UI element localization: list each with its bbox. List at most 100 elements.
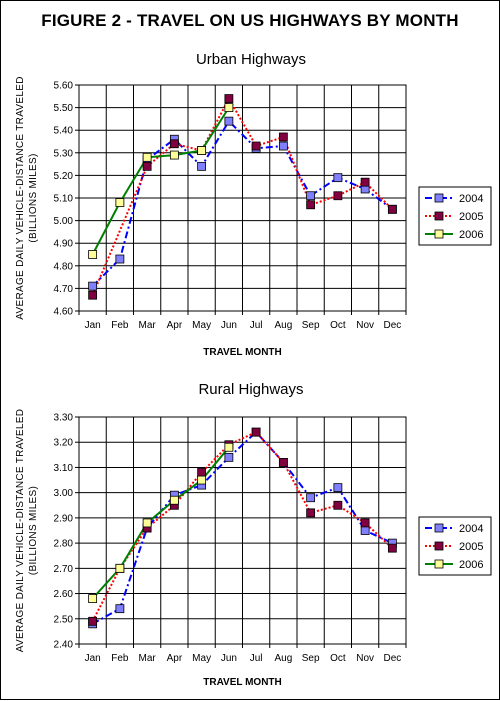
chart-title: Urban Highways (196, 51, 306, 68)
x-axis-label: TRAVEL MONTH (203, 677, 282, 688)
data-point-2005 (278, 132, 288, 142)
legend-label: 2006 (459, 229, 483, 241)
data-point-2005 (278, 457, 288, 467)
legend-marker-2006 (434, 559, 444, 569)
data-point-2005 (169, 139, 179, 149)
data-point-2005 (88, 290, 98, 300)
data-point-2004 (88, 281, 98, 291)
x-tick-label: Aug (274, 653, 292, 664)
x-tick-label: Apr (167, 653, 183, 664)
y-tick-label: 5.50 (54, 103, 74, 114)
data-point-2006 (169, 495, 179, 505)
y-tick-label: 5.10 (54, 194, 74, 205)
data-point-2006 (88, 594, 98, 603)
series-line-2004 (92, 430, 393, 625)
data-point-2004 (306, 191, 316, 201)
y-axis-label: AVERAGE DAILY VEHICLE-DISTANCE TRAVELED (15, 76, 26, 319)
chart-title: Rural Highways (198, 381, 303, 398)
y-tick-label: 5.60 (54, 81, 74, 92)
y-axis-label-units: (BILLIONS MILES) (28, 486, 39, 575)
y-tick-label: 2.80 (54, 539, 74, 550)
x-tick-label: Mar (139, 320, 157, 331)
x-tick-label: May (192, 653, 211, 664)
data-point-2006 (115, 563, 125, 573)
y-axis-label-units: (BILLIONS MILES) (28, 153, 39, 242)
x-tick-label: Sep (302, 320, 320, 331)
y-tick-label: 3.10 (54, 463, 74, 474)
x-tick-label: Jul (250, 653, 263, 664)
legend-marker-2005 (434, 211, 444, 221)
x-tick-label: Apr (167, 320, 183, 331)
y-tick-label: 5.30 (54, 148, 74, 159)
x-tick-label: Feb (111, 653, 129, 664)
y-tick-label: 4.80 (54, 261, 74, 272)
x-tick-label: Feb (111, 320, 129, 331)
data-point-2006 (224, 103, 234, 112)
x-tick-label: Sep (302, 653, 320, 664)
x-tick-label: Oct (330, 320, 346, 331)
x-tick-label: Oct (330, 653, 346, 664)
data-point-2005 (306, 508, 316, 518)
x-tick-label: Jun (221, 320, 237, 331)
y-tick-label: 4.60 (54, 307, 74, 318)
data-point-2004 (333, 483, 343, 493)
y-tick-label: 2.50 (54, 614, 74, 625)
data-point-2004 (224, 452, 234, 462)
x-tick-label: Jul (250, 320, 263, 331)
y-tick-label: 4.70 (54, 284, 74, 295)
data-point-2004 (115, 254, 125, 264)
data-point-2004 (306, 493, 316, 503)
x-axis-label: TRAVEL MONTH (203, 347, 282, 358)
data-point-2005 (306, 200, 316, 210)
y-tick-label: 4.90 (54, 239, 74, 250)
legend-label: 2005 (459, 211, 483, 223)
data-point-2005 (333, 191, 343, 201)
data-point-2005 (333, 500, 343, 510)
data-point-2004 (278, 141, 288, 151)
data-point-2005 (251, 141, 261, 151)
x-tick-label: Aug (274, 320, 292, 331)
x-tick-label: Dec (383, 320, 401, 331)
data-point-2004 (224, 116, 234, 126)
series-line-2006 (91, 446, 230, 600)
legend-marker-2004 (434, 193, 444, 203)
y-tick-label: 3.30 (54, 413, 74, 424)
data-point-2006 (88, 250, 98, 259)
figure-title: FIGURE 2 - TRAVEL ON US HIGHWAYS BY MONT… (41, 11, 459, 30)
x-tick-label: Mar (139, 653, 157, 664)
y-tick-label: 3.20 (54, 438, 74, 449)
data-point-2005 (251, 427, 261, 437)
data-point-2004 (360, 526, 370, 535)
legend-marker-2005 (434, 541, 444, 551)
legend-label: 2006 (459, 559, 483, 571)
x-tick-label: Dec (383, 653, 401, 664)
data-point-2006 (197, 146, 207, 155)
y-tick-label: 5.00 (54, 216, 74, 227)
data-point-2005 (197, 468, 207, 477)
data-point-2005 (360, 518, 370, 528)
y-tick-label: 2.90 (54, 513, 74, 524)
data-point-2006 (142, 518, 152, 528)
y-tick-label: 5.20 (54, 171, 74, 182)
data-point-2005 (387, 543, 397, 553)
data-point-2006 (224, 442, 234, 452)
x-tick-label: Jan (85, 653, 101, 664)
data-point-2005 (88, 616, 98, 626)
legend-marker-2006 (434, 229, 444, 239)
data-point-2006 (142, 152, 152, 162)
y-tick-label: 2.60 (54, 589, 74, 600)
legend-label: 2004 (459, 193, 483, 205)
data-point-2005 (142, 161, 152, 171)
data-point-2004 (115, 604, 125, 614)
legend-marker-2004 (434, 523, 444, 533)
x-tick-label: Nov (356, 653, 374, 664)
x-tick-label: May (192, 320, 211, 331)
x-tick-label: Nov (356, 320, 374, 331)
y-tick-label: 3.00 (54, 488, 74, 499)
data-point-2005 (224, 94, 234, 103)
y-tick-label: 2.70 (54, 564, 74, 575)
y-tick-label: 2.40 (54, 640, 74, 651)
series-line-2005 (91, 430, 394, 622)
